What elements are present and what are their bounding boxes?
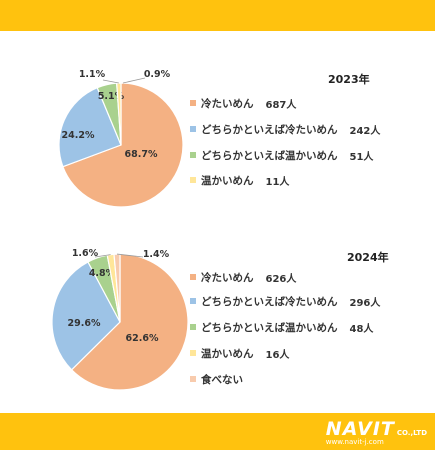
- legend-label: 食べない: [201, 373, 243, 386]
- pie-slice: [116, 82, 122, 146]
- legend-label: どちらかといえば温かいめん: [201, 149, 338, 162]
- legend-item: どちらかといえば冷たいめん 242人: [190, 122, 381, 137]
- slice-label: 0.9%: [144, 69, 171, 80]
- slice-label: 29.6%: [68, 318, 101, 329]
- pie-slice: [62, 82, 184, 208]
- legend-item: 温かいめん 11人: [190, 173, 290, 188]
- leader-line: [102, 79, 119, 84]
- legend-item: 温かいめん 16人: [190, 346, 290, 361]
- pie-slice: [58, 86, 122, 168]
- leader-line: [94, 254, 111, 258]
- legend-count: 687人: [265, 99, 297, 111]
- legend-label: どちらかといえば冷たいめん: [201, 295, 338, 308]
- legend-count: 48人: [349, 323, 374, 335]
- company-logo: NAVIT CO.,LTD www.navit-j.com: [326, 418, 427, 446]
- slice-label: 1.1%: [79, 69, 106, 80]
- bottom-band: NAVIT CO.,LTD www.navit-j.com: [0, 413, 435, 450]
- legend-swatch: [190, 100, 196, 106]
- pie-2023-svg: 68.7% 24.2% 5.1% 1.1% 0.9%: [58, 69, 184, 208]
- slice-label: 5.1%: [98, 91, 125, 102]
- logo-url: www.navit-j.com: [325, 438, 384, 446]
- legend-swatch: [190, 324, 196, 330]
- top-band: [0, 0, 435, 31]
- slice-label: 62.6%: [126, 333, 159, 344]
- legend-swatch: [190, 274, 196, 280]
- legend-label: 温かいめん: [201, 347, 254, 360]
- legend-item: 冷たいめん 626人: [190, 270, 297, 285]
- legend-count: 11人: [265, 176, 290, 188]
- legend-item: どちらかといえば冷たいめん 296人: [190, 294, 381, 309]
- legend-swatch: [190, 152, 196, 158]
- legend-count: 242人: [349, 125, 381, 137]
- chart-title: 2024年: [347, 251, 389, 264]
- pie-chart-2024: 62.6% 29.6% 4.8% 1.6% 1.4% 2024年 冷たいめん 626人 …: [0, 237, 435, 407]
- legend-label: どちらかといえば温かいめん: [201, 321, 338, 334]
- chart-title: 2023年: [328, 73, 370, 86]
- legend-label: 冷たいめん: [201, 271, 254, 284]
- legend-item: どちらかといえば温かいめん 51人: [190, 148, 374, 163]
- slice-label: 4.8%: [89, 268, 116, 279]
- logo-suffix: CO.,LTD: [396, 429, 427, 437]
- legend-swatch: [190, 126, 196, 132]
- legend-swatch: [190, 376, 196, 382]
- legend-swatch: [190, 350, 196, 356]
- legend-count: 626人: [265, 273, 297, 285]
- legend-label: 温かいめん: [201, 174, 254, 187]
- legend-label: 冷たいめん: [201, 97, 254, 110]
- legend-count: 296人: [349, 297, 381, 309]
- logo-brand: NAVIT: [325, 418, 395, 440]
- pie-slice: [51, 261, 121, 371]
- slice-label: 1.6%: [72, 248, 99, 259]
- leader-line: [122, 77, 146, 84]
- slice-label: 24.2%: [62, 130, 95, 141]
- leader-line: [116, 253, 144, 258]
- legend-item: どちらかといえば温かいめん 48人: [190, 320, 374, 335]
- legend-label: どちらかといえば冷たいめん: [201, 123, 338, 136]
- slice-label: 1.4%: [143, 249, 170, 260]
- legend-count: 16人: [265, 349, 290, 361]
- legend-swatch: [190, 177, 196, 183]
- slice-label: 68.7%: [125, 149, 158, 160]
- legend-count: 51人: [349, 151, 374, 163]
- pie-chart-2023: 68.7% 24.2% 5.1% 1.1% 0.9% 2023年 冷たいめん 687人 …: [0, 55, 435, 220]
- pie-2024-svg: 62.6% 29.6% 4.8% 1.6% 1.4%: [51, 248, 189, 391]
- pie-slice: [70, 253, 189, 391]
- legend-swatch: [190, 298, 196, 304]
- legend-item: 食べない: [190, 372, 243, 386]
- legend-item: 冷たいめん 687人: [190, 96, 297, 111]
